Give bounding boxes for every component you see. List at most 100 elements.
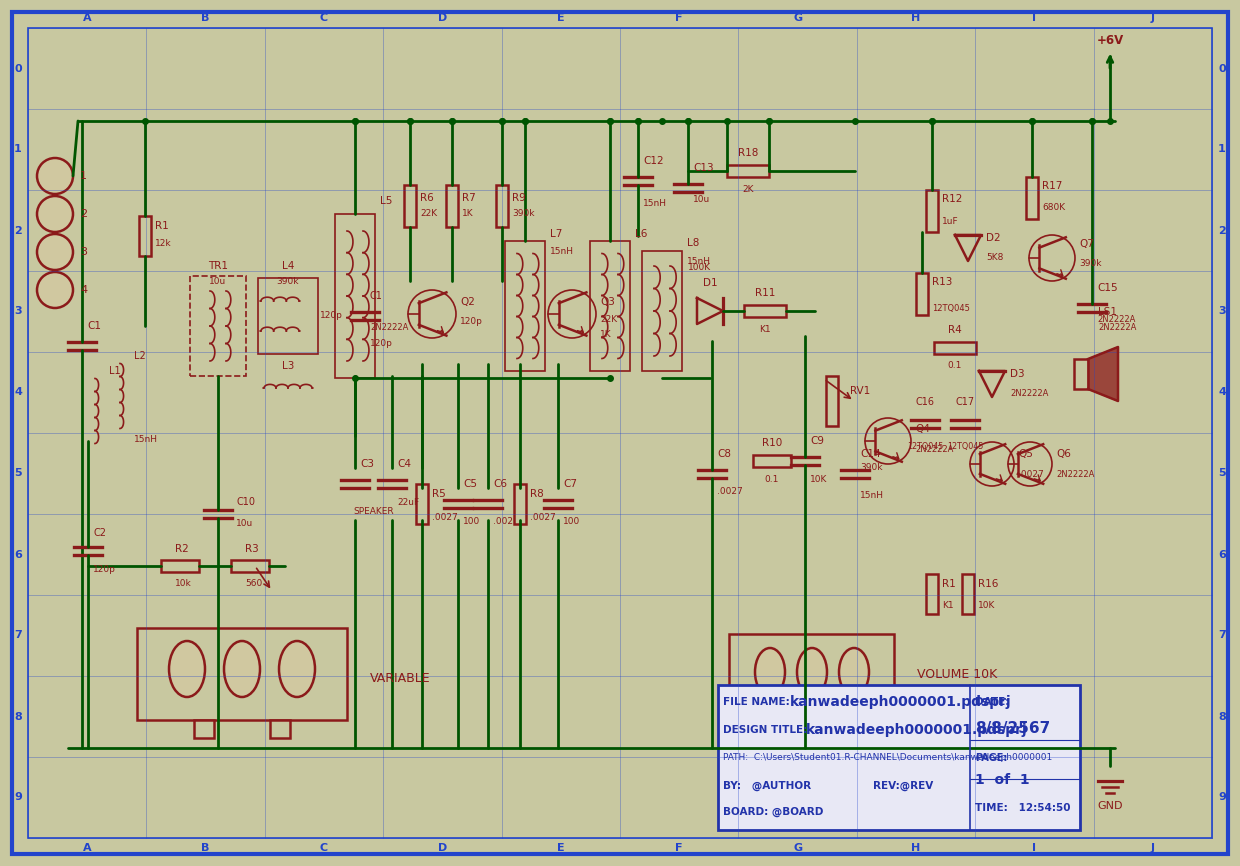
Text: REV:@REV: REV:@REV: [873, 781, 934, 792]
Text: VARIABLE: VARIABLE: [370, 673, 430, 686]
Text: 2N2222A: 2N2222A: [1011, 390, 1048, 398]
Text: C1: C1: [370, 291, 383, 301]
Text: 0.1: 0.1: [947, 361, 962, 371]
Text: 560: 560: [246, 579, 262, 589]
Text: R3: R3: [246, 544, 259, 554]
Text: 10u: 10u: [236, 520, 253, 528]
Text: C5: C5: [463, 479, 477, 489]
Text: R13: R13: [932, 277, 952, 287]
Text: 10K: 10K: [810, 475, 827, 483]
Text: R17: R17: [1042, 181, 1063, 191]
Text: D: D: [438, 13, 448, 23]
Text: C3: C3: [360, 459, 374, 469]
Text: C15: C15: [1097, 283, 1117, 293]
Text: TIME:   12:54:50: TIME: 12:54:50: [975, 803, 1070, 813]
Bar: [1025, 177, 1038, 219]
Text: 1uF: 1uF: [942, 216, 959, 225]
Text: 120p: 120p: [370, 339, 393, 348]
Text: 22uF: 22uF: [397, 497, 419, 507]
Text: 10K: 10K: [978, 602, 996, 611]
Text: .002: .002: [494, 518, 513, 527]
Bar: [231, 560, 269, 572]
Text: R1: R1: [942, 579, 956, 589]
Bar: [753, 455, 791, 467]
Text: 390k: 390k: [512, 210, 534, 218]
Text: 390k: 390k: [1079, 260, 1101, 268]
Text: 0.1: 0.1: [765, 475, 779, 483]
Text: 120p: 120p: [460, 318, 482, 326]
Text: H: H: [911, 843, 920, 853]
Text: L1: L1: [109, 366, 120, 376]
Ellipse shape: [224, 641, 260, 697]
Ellipse shape: [755, 648, 785, 696]
Text: D1: D1: [703, 278, 717, 288]
Text: 10u: 10u: [210, 276, 227, 286]
Text: 4: 4: [1218, 387, 1226, 397]
Text: 5: 5: [1218, 469, 1226, 479]
Text: 5: 5: [14, 469, 22, 479]
Text: .0027: .0027: [717, 488, 743, 496]
Text: C13: C13: [693, 163, 714, 173]
Text: 3: 3: [1218, 307, 1226, 316]
Text: 4: 4: [14, 387, 22, 397]
Text: PATH:  C:\Users\Student01.R-CHANNEL\Documents\kanwadeeph0000001: PATH: C:\Users\Student01.R-CHANNEL\Docum…: [723, 753, 1053, 762]
Text: L3: L3: [281, 361, 294, 371]
Text: L6: L6: [635, 229, 647, 239]
Text: 22K: 22K: [600, 314, 618, 324]
Text: B: B: [201, 843, 210, 853]
Bar: [718, 685, 1080, 830]
Text: 0: 0: [14, 63, 22, 74]
Bar: [729, 634, 894, 714]
Text: 1  of  1: 1 of 1: [975, 773, 1029, 787]
Text: 8/8/2567: 8/8/2567: [975, 721, 1050, 735]
Text: K1: K1: [942, 602, 954, 611]
Text: C: C: [320, 843, 329, 853]
Text: kanwadeeph0000001.pdsprj: kanwadeeph0000001.pdsprj: [790, 695, 1012, 709]
Circle shape: [37, 196, 73, 232]
Bar: [642, 251, 682, 371]
Text: R5: R5: [432, 489, 445, 499]
Text: 15nH: 15nH: [861, 492, 884, 501]
Bar: [916, 273, 928, 315]
Text: D: D: [438, 843, 448, 853]
Text: .0027: .0027: [529, 514, 556, 522]
Text: 680K: 680K: [1042, 204, 1065, 212]
Text: Q4: Q4: [915, 424, 930, 434]
Text: R16: R16: [978, 579, 998, 589]
Text: C: C: [320, 13, 329, 23]
Text: 2: 2: [14, 225, 22, 236]
Text: Q5: Q5: [1018, 449, 1033, 459]
Text: LS1: LS1: [1097, 307, 1117, 317]
Text: 100K: 100K: [688, 262, 712, 272]
Text: C7: C7: [563, 479, 577, 489]
Text: C1: C1: [87, 321, 100, 331]
Text: J: J: [1151, 13, 1154, 23]
Text: 1: 1: [81, 171, 87, 181]
Text: A: A: [83, 843, 92, 853]
Text: 7: 7: [1218, 630, 1226, 641]
Bar: [744, 305, 786, 317]
Text: DATE:: DATE:: [975, 697, 1009, 707]
Text: L7: L7: [551, 229, 563, 239]
Text: 12TQ045: 12TQ045: [932, 303, 970, 313]
Text: 15nH: 15nH: [551, 247, 574, 255]
Text: 1K: 1K: [463, 210, 474, 218]
Bar: [270, 720, 290, 738]
Ellipse shape: [839, 648, 869, 696]
Text: D3: D3: [1011, 369, 1024, 379]
Text: GND: GND: [1097, 801, 1122, 811]
Text: C9: C9: [810, 436, 825, 446]
Text: R8: R8: [529, 489, 544, 499]
Text: 2N2222A: 2N2222A: [1097, 324, 1136, 333]
Text: 2: 2: [81, 209, 87, 219]
Text: 5K8: 5K8: [986, 254, 1003, 262]
Text: 6: 6: [1218, 550, 1226, 559]
Text: FILE NAME:: FILE NAME:: [723, 697, 790, 707]
Text: 12TQ045: 12TQ045: [906, 442, 944, 450]
Text: G: G: [794, 13, 802, 23]
Text: C2: C2: [93, 528, 105, 538]
Text: Q6: Q6: [1056, 449, 1071, 459]
Bar: [161, 560, 198, 572]
Text: E: E: [557, 13, 564, 23]
Text: 0: 0: [1218, 63, 1226, 74]
